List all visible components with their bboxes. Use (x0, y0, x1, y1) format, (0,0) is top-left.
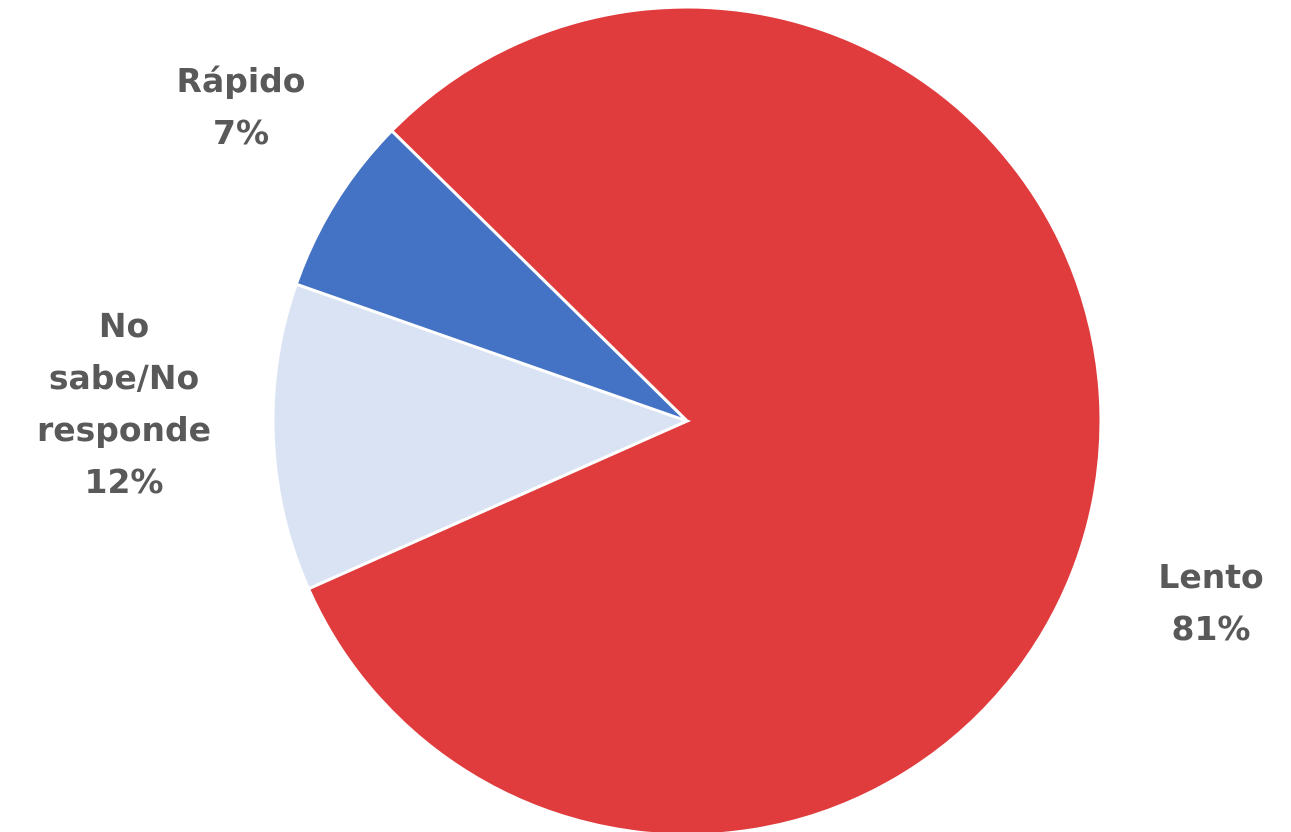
data-label-r-pido: Rápido 7% (177, 61, 306, 152)
pie-slice-no-sabe-no-responde (271, 282, 692, 591)
pie-labels: Lento 81% No sabe/No responde 12% Rápido 7% (37, 61, 1264, 648)
pie-slice-lento (306, 5, 1103, 832)
pie-slice-r-pido (294, 128, 689, 423)
data-label-lento: Lento 81% (1158, 557, 1263, 648)
pie-slices (271, 5, 1103, 832)
data-label-no-sabe-no-responde: No sabe/No responde 12% (37, 306, 211, 501)
